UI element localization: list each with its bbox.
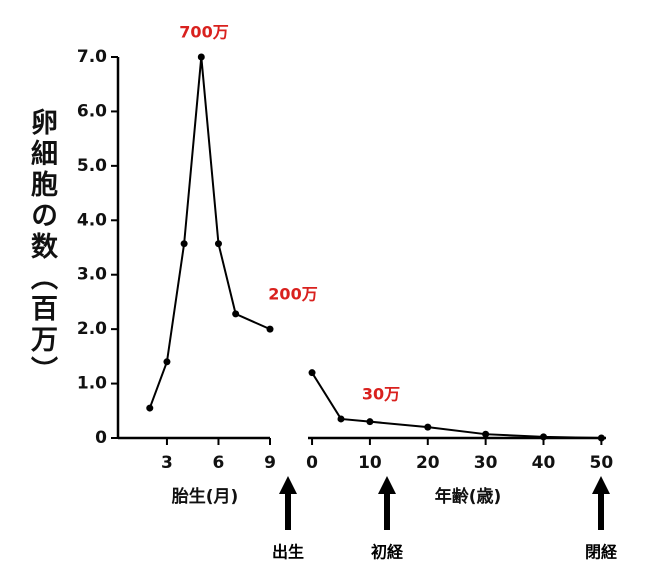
x-tick-label: 40	[532, 453, 556, 473]
x-tick-label: 10	[358, 453, 382, 473]
data-point	[366, 418, 374, 426]
annotation: 200万	[268, 285, 317, 304]
y-tick-label: 0	[95, 428, 107, 448]
arrows	[279, 476, 610, 530]
x-axis-title: 年齢(歳)	[435, 486, 502, 507]
y-tick-label: 5.0	[77, 156, 107, 176]
data-point	[482, 430, 490, 438]
data-point	[214, 240, 222, 248]
y-tick-label: 1.0	[77, 374, 107, 394]
data-point	[424, 423, 432, 431]
x-tick-label: 50	[590, 453, 614, 473]
annotation: 閉経	[585, 543, 618, 562]
annotation: 700万	[179, 23, 228, 42]
data-point	[540, 433, 548, 441]
annotation: 初経	[371, 543, 404, 562]
data-point	[597, 434, 605, 442]
y-tick-label: 2.0	[77, 319, 107, 339]
y-tick-label: 4.0	[77, 210, 107, 230]
data-point	[163, 358, 171, 366]
data-point	[337, 415, 345, 423]
y-tick-label: 7.0	[77, 47, 107, 67]
y-axis-title: 卵細胞の数（百万）	[26, 108, 57, 387]
x-tick-label: 9	[264, 453, 276, 473]
data-point	[266, 325, 274, 333]
arrow	[592, 476, 610, 530]
x-axis-title: 胎生(月)	[172, 486, 239, 507]
data-line	[148, 56, 271, 409]
x-tick-label: 30	[474, 453, 498, 473]
x-tick-label: 0	[306, 453, 318, 473]
data-point	[197, 53, 205, 61]
arrow	[378, 476, 396, 530]
x-tick-label: 20	[416, 453, 440, 473]
arrow	[279, 476, 297, 530]
y-tick-label: 3.0	[77, 265, 107, 285]
annotation: 30万	[362, 385, 400, 404]
data-line	[311, 372, 602, 439]
data-point	[180, 240, 188, 248]
data-point	[232, 310, 240, 318]
y-tick-label: 6.0	[77, 101, 107, 121]
data-point	[146, 404, 154, 412]
annotation: 出生	[272, 543, 304, 562]
x-tick-label: 6	[213, 453, 225, 473]
x-tick-label: 3	[161, 453, 173, 473]
data-point	[308, 369, 316, 377]
